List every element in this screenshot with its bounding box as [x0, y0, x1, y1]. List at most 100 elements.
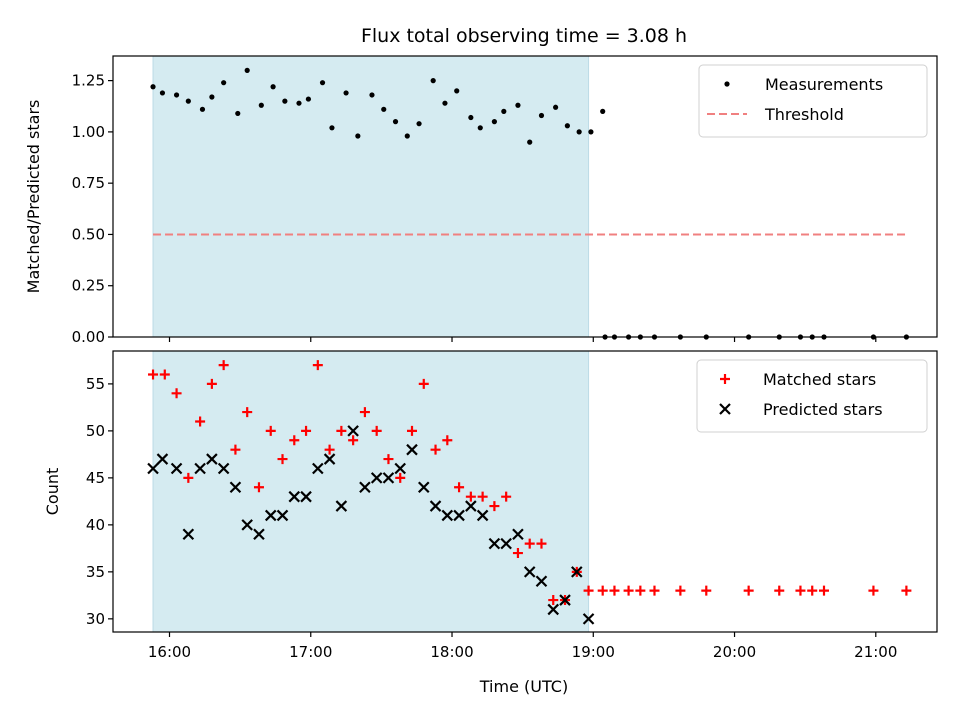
data-point: [774, 585, 785, 596]
data-point: [319, 80, 326, 86]
data-point: [265, 425, 276, 436]
data-point: [515, 102, 521, 108]
data-point: [429, 500, 442, 512]
data-point: [500, 537, 512, 550]
data-point: [454, 88, 460, 94]
top-panel: 0.00 0.25 0.50 0.75 1.00 1.25 Matched/Predicte…: [24, 55, 938, 346]
data-point: [807, 585, 818, 596]
data-point: [597, 585, 608, 596]
data-point: [538, 112, 545, 119]
x-tick-label: 21:00: [854, 643, 897, 661]
data-point: [635, 585, 646, 596]
data-point: [512, 528, 524, 541]
data-point: [241, 519, 253, 531]
data-point: [253, 482, 264, 493]
data-point: [476, 509, 489, 522]
predicted-stars-series: [147, 425, 595, 625]
data-point: [159, 90, 166, 96]
data-point: [406, 443, 418, 456]
data-point: [289, 435, 300, 446]
y-tick-label: 0.25: [72, 277, 105, 295]
data-point: [901, 585, 912, 596]
data-point: [258, 102, 264, 108]
data-point: [312, 462, 324, 475]
x-tick-label: 17:00: [289, 643, 332, 661]
data-point: [199, 106, 206, 112]
data-point: [150, 84, 156, 90]
data-point: [147, 462, 159, 475]
y-tick-label: 40: [86, 516, 105, 534]
data-point: [301, 425, 312, 436]
y-tick-label: 35: [86, 563, 105, 581]
data-point: [535, 575, 548, 588]
data-point: [454, 482, 465, 493]
plot-frame: [112, 350, 938, 633]
data-point: [383, 454, 394, 465]
data-point: [347, 425, 359, 437]
data-point: [441, 509, 454, 522]
data-point: [277, 454, 288, 465]
y-tick-label: 30: [86, 610, 105, 628]
data-point: [465, 491, 476, 502]
legend-swatch: [719, 403, 731, 415]
data-point: [218, 360, 229, 371]
matched-stars-series: [148, 360, 912, 606]
data-point: [217, 462, 230, 475]
data-point: [296, 100, 302, 106]
data-point: [182, 528, 195, 541]
data-point: [159, 369, 170, 380]
legend-label: Threshold: [764, 105, 844, 124]
data-point: [795, 585, 806, 596]
data-point: [206, 453, 218, 465]
legend-box: [698, 64, 928, 138]
data-point: [559, 594, 571, 606]
y-axis-label: Count: [43, 468, 62, 516]
legend-label: Predicted stars: [763, 400, 883, 419]
data-point: [564, 123, 570, 129]
data-point: [675, 585, 686, 596]
data-point: [868, 585, 879, 596]
data-point: [282, 98, 288, 104]
data-point: [244, 67, 250, 73]
data-point: [501, 491, 512, 502]
data-point: [536, 538, 547, 549]
data-point: [609, 585, 620, 596]
data-point: [488, 537, 501, 550]
data-point: [270, 84, 276, 90]
data-point: [623, 585, 634, 596]
data-point: [547, 603, 560, 616]
legend-swatch: [720, 374, 730, 384]
data-point: [369, 92, 375, 98]
y-tick-label: 55: [86, 375, 105, 393]
data-point: [468, 114, 474, 121]
data-point: [588, 129, 594, 135]
data-point: [489, 501, 500, 512]
y-tick-label: 45: [86, 469, 105, 487]
data-point: [583, 585, 594, 596]
data-point: [576, 129, 582, 135]
y-axis-label: Matched/Predicted stars: [24, 100, 43, 294]
data-point: [359, 481, 371, 494]
data-point: [221, 80, 227, 86]
data-point: [195, 416, 206, 427]
y-tick-label: 1.25: [72, 72, 105, 90]
data-point: [491, 119, 497, 125]
data-point: [418, 378, 429, 389]
data-point: [548, 595, 559, 606]
legend-label: Matched stars: [763, 370, 876, 389]
data-point: [343, 90, 349, 96]
legend-label: Measurements: [765, 75, 883, 94]
data-point: [600, 108, 606, 114]
data-point: [329, 125, 335, 131]
data-point: [417, 481, 430, 494]
data-point: [206, 378, 217, 389]
data-point: [430, 78, 436, 84]
x-axis-label: Time (UTC): [479, 677, 568, 696]
data-point: [171, 388, 182, 399]
data-point: [442, 100, 448, 106]
data-point: [336, 425, 347, 436]
y-tick-label: 1.00: [72, 123, 105, 141]
data-point: [235, 110, 241, 117]
data-point: [355, 133, 361, 139]
